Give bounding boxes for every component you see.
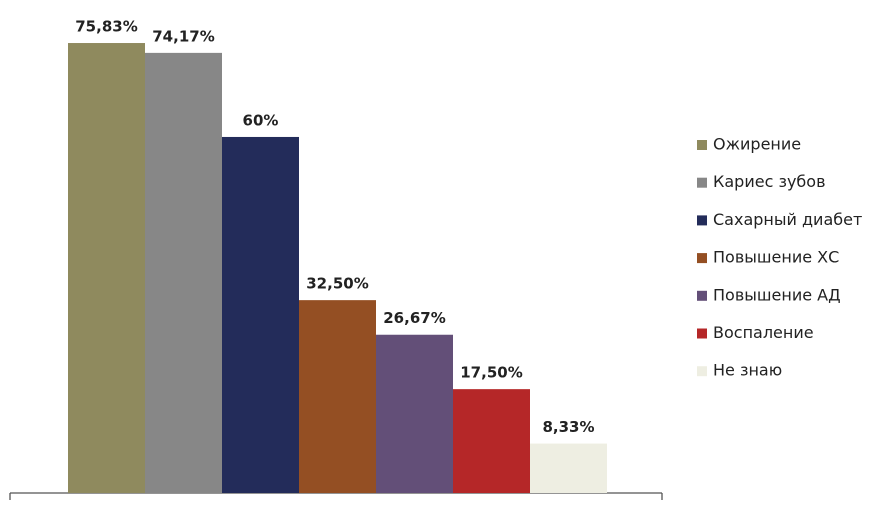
bar [222, 136, 299, 493]
legend-swatch [697, 215, 707, 226]
bar [530, 443, 607, 493]
legend-label: Повышение АД [713, 285, 841, 304]
value-label: 60% [243, 111, 279, 129]
value-label: 26,67% [383, 309, 445, 327]
value-label: 75,83% [75, 18, 137, 36]
legend-swatch [697, 328, 707, 339]
legend-swatch [697, 140, 707, 150]
legend-label: Сахарный диабет [713, 210, 862, 229]
value-label: 8,33% [542, 418, 594, 436]
legend-swatch [697, 290, 707, 301]
bar [145, 52, 222, 494]
value-label: 32,50% [306, 275, 368, 293]
bar [453, 389, 530, 493]
legend-label: Ожирение [713, 135, 801, 154]
legend-swatch [697, 366, 707, 377]
legend-label: Кариес зубов [713, 172, 826, 191]
legend-label: Повышение ХС [713, 248, 839, 267]
legend-swatch [697, 253, 707, 264]
value-label: 17,50% [460, 364, 522, 382]
value-label: 74,17% [152, 27, 214, 45]
legend-label: Не знаю [713, 361, 782, 380]
bar [376, 334, 453, 493]
legend-label: Воспаление [713, 323, 814, 342]
legend-swatch [697, 177, 707, 188]
bar [299, 300, 376, 493]
bar [68, 43, 145, 493]
